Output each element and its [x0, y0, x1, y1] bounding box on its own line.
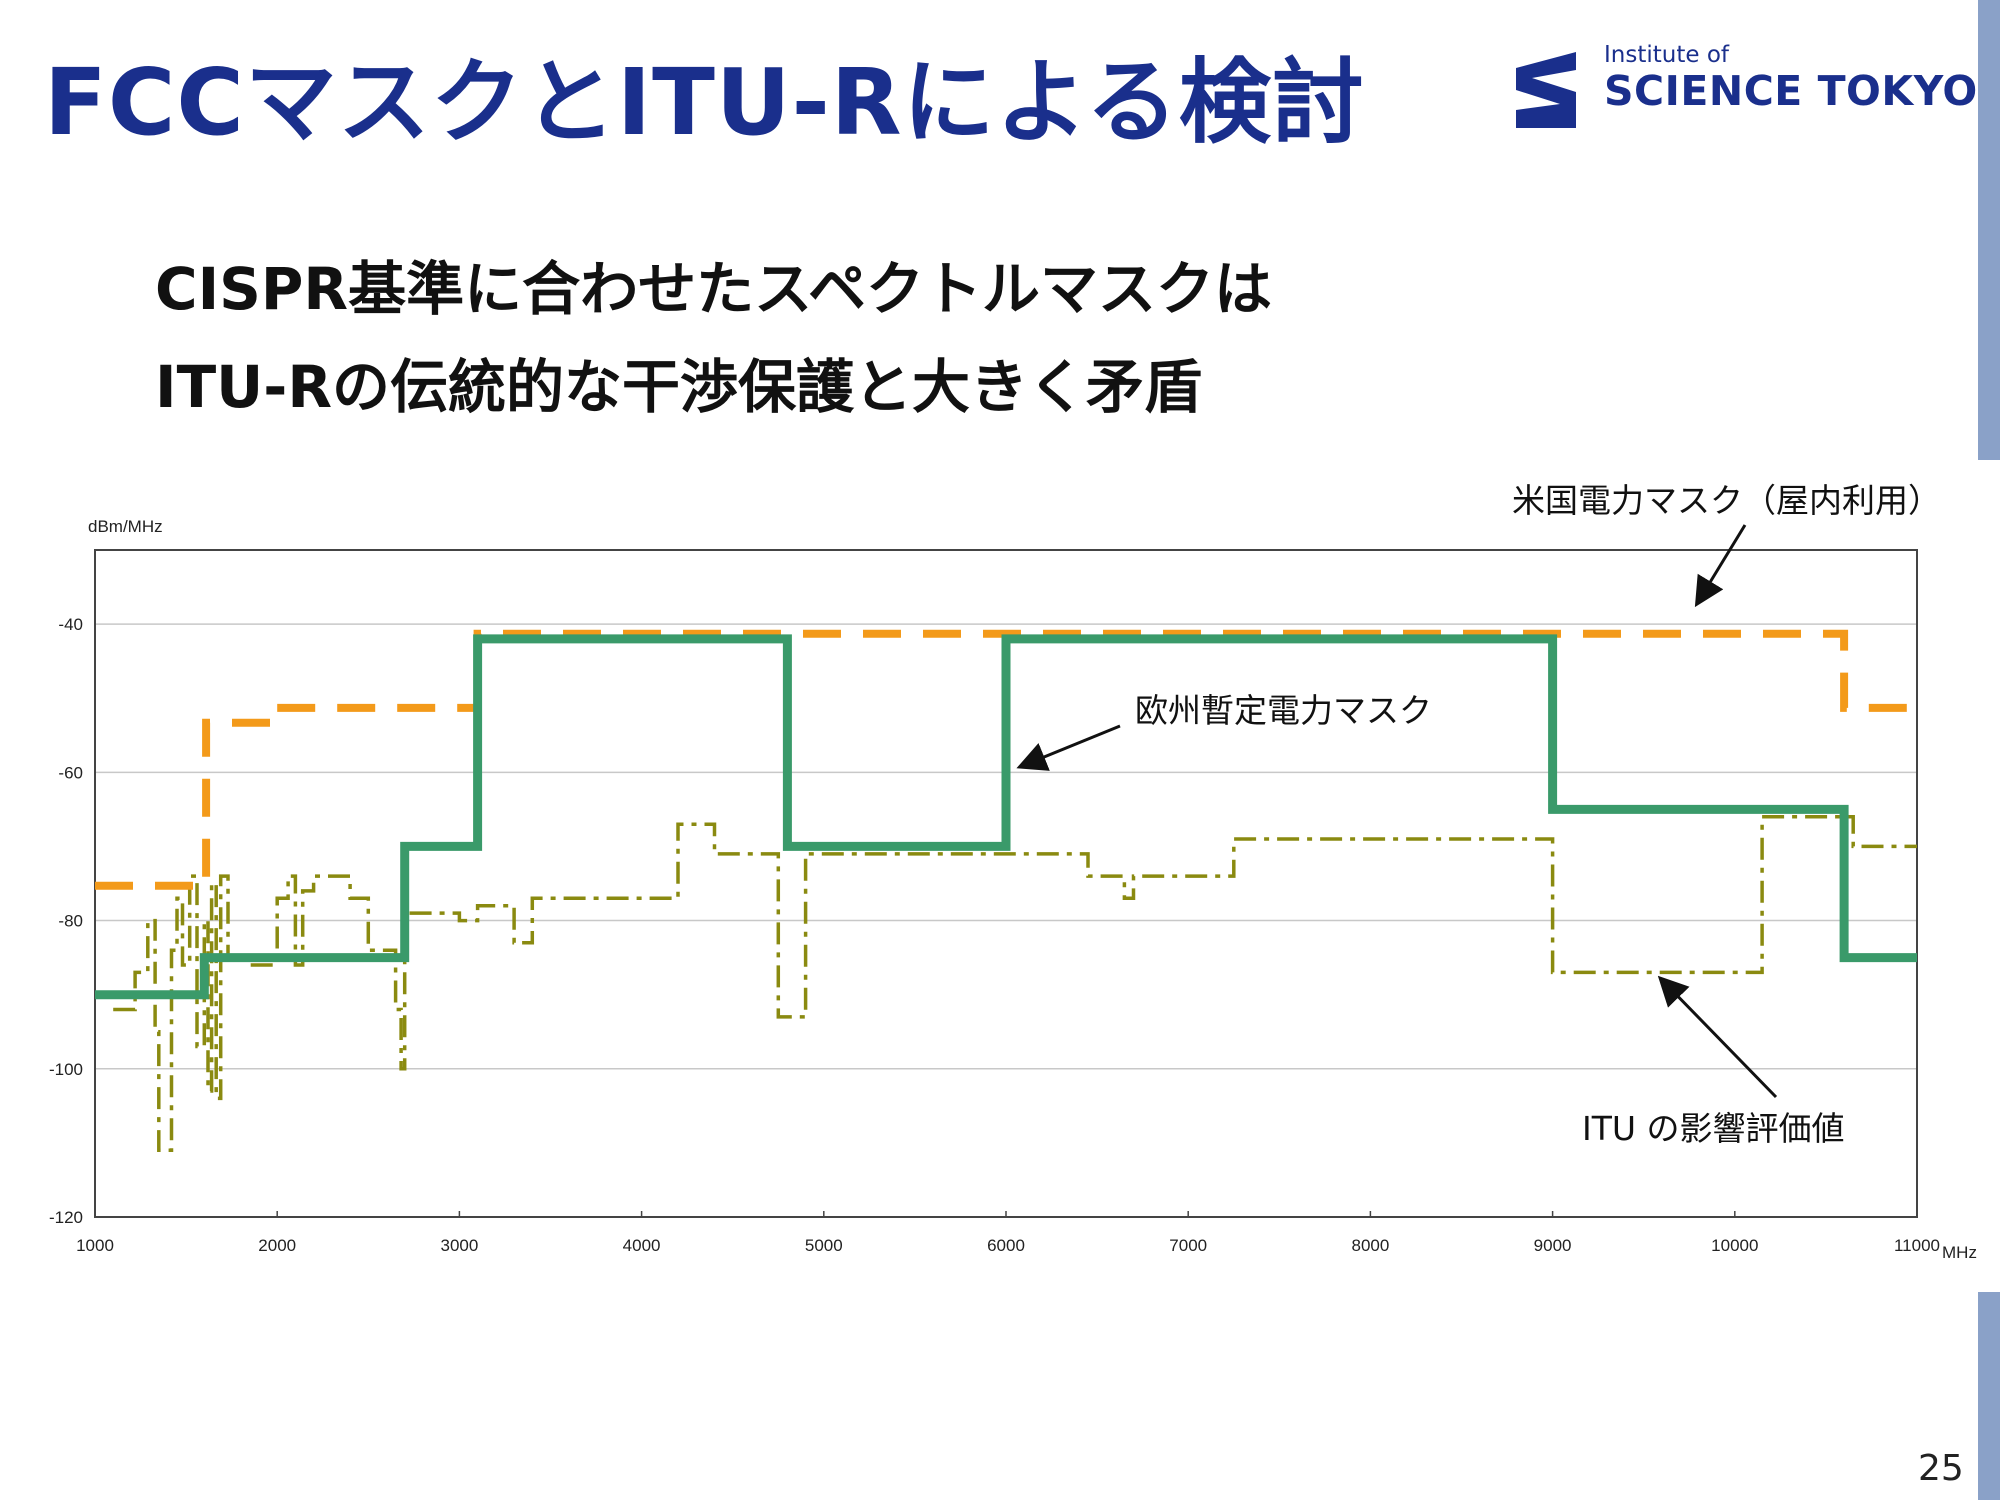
annotation-us-mask-arrow — [1694, 524, 1747, 608]
x-tick-label: 7000 — [1169, 1236, 1207, 1255]
x-tick-label: 3000 — [440, 1236, 478, 1255]
logo-mark-icon — [1516, 52, 1576, 128]
x-axis-unit: MHz — [1942, 1243, 1977, 1262]
annotation-eu-mask: 欧州暫定電力マスク — [1135, 691, 1432, 730]
x-tick-label: 1000 — [76, 1236, 114, 1255]
x-tick-label: 8000 — [1351, 1236, 1389, 1255]
y-tick-label: -40 — [58, 615, 83, 634]
slide-title: FCCマスクとITU-Rによる検討 — [44, 49, 1365, 156]
x-tick-label: 9000 — [1534, 1236, 1572, 1255]
lead-text-line1: CISPR基準に合わせたスペクトルマスクは — [155, 255, 1273, 323]
annotation-eu-mask-arrow — [1016, 724, 1121, 771]
series-line-0 — [95, 629, 1917, 890]
y-tick-label: -100 — [49, 1060, 83, 1079]
annotation-us-mask: 米国電力マスク（屋内利用） — [1512, 481, 1941, 520]
institute-logo: Institute of SCIENCE TOKYO — [1510, 40, 1977, 140]
y-tick-label: -120 — [49, 1208, 83, 1227]
spectrum-mask-chart: -40 -60 -80 -100 -120 1000 2000 3000 4000 5000 600… — [49, 481, 1977, 1262]
chart-grid — [95, 623, 1917, 1070]
side-accent-bar-top — [1978, 0, 2000, 460]
y-axis-label: dBm/MHz — [88, 517, 163, 536]
y-tick-label: -80 — [58, 912, 83, 931]
series-line-2 — [113, 815, 1917, 1153]
logo-line1: Institute of — [1604, 42, 1729, 68]
x-tick-label: 6000 — [987, 1236, 1025, 1255]
chart-ticks: -40 -60 -80 -100 -120 1000 2000 3000 4000 5000 600… — [49, 615, 1940, 1255]
x-tick-label: 4000 — [623, 1236, 661, 1255]
x-tick-label: 10000 — [1711, 1236, 1758, 1255]
chart-series — [95, 629, 1917, 1153]
annotation-itu: ITU の影響評価値 — [1582, 1109, 1845, 1148]
lead-text-line2: ITU-Rの伝統的な干渉保護と大きく矛盾 — [155, 353, 1202, 421]
series-line-1 — [95, 634, 1917, 1000]
annotation-itu-arrow — [1657, 975, 1778, 1099]
y-tick-label: -60 — [58, 763, 83, 782]
x-tick-label: 2000 — [258, 1236, 296, 1255]
page-number: 25 — [1918, 1448, 1964, 1489]
x-tick-label: 5000 — [805, 1236, 843, 1255]
logo-line2: SCIENCE TOKYO — [1604, 67, 1978, 115]
x-tick-label: 11000 — [1894, 1236, 1940, 1255]
side-accent-bar-bottom — [1978, 1292, 2000, 1500]
